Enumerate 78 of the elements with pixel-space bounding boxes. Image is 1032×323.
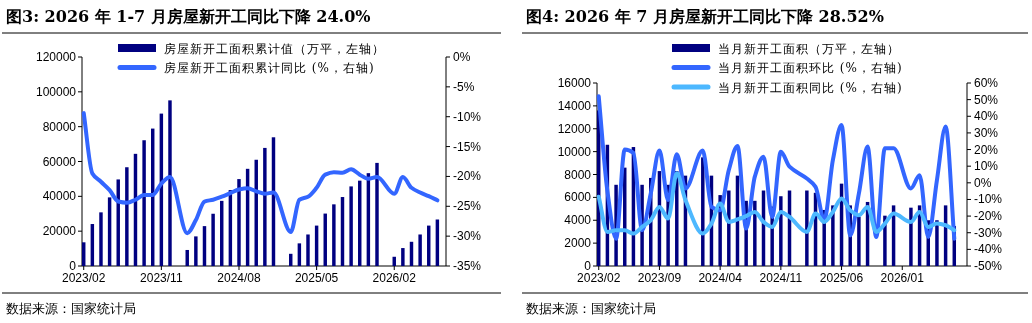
bar [237,179,241,266]
y-tick-label: 60000 [42,154,77,169]
x-tick-label: 2024/04 [698,271,743,285]
x-tick-label: 2025/06 [819,271,864,285]
y2-tick-label: 10% [974,159,999,174]
bar [753,200,757,266]
bar [194,236,198,266]
y-tick-label: 100000 [35,84,77,99]
y-tick-label: 2000 [564,236,592,251]
bar [349,186,353,266]
bar [779,196,783,266]
y2-tick-label: -5% [453,79,475,94]
bar [306,234,310,266]
x-tick-label: 2023/02 [577,271,621,285]
x-tick-label: 2026/02 [372,271,417,285]
bar [701,157,705,266]
y-tick-label: 14000 [557,98,592,113]
y-tick-label: 0 [584,259,592,273]
bar [99,212,103,266]
bar [909,207,913,266]
y2-tick-label: 0% [974,175,992,190]
y2-tick-label: -30% [453,229,482,244]
bar [263,147,267,266]
y2-tick-label: -15% [453,139,482,154]
x-tick-label: 2026/01 [880,271,925,285]
y-tick-label: 0 [69,259,77,273]
legend-label: 当月新开工面积（万平，左轴） [718,41,900,56]
bar [805,190,809,266]
bar [168,100,172,266]
y-tick-label: 6000 [564,190,592,205]
y-tick-label: 20000 [42,224,77,239]
x-tick-label: 2024/08 [217,271,261,285]
y2-tick-label: 40% [974,109,999,124]
y2-tick-label: -40% [974,242,1003,257]
legend-label: 房屋新开工面积累计值（万平，左轴） [164,41,385,56]
y-tick-label: 16000 [557,76,592,90]
x-tick-label: 2023/11 [140,271,183,285]
y-tick-label: 120000 [35,50,77,64]
y2-tick-label: -10% [453,109,482,124]
y-tick-label: 80000 [42,119,77,134]
bar [401,248,405,266]
x-tick-label: 2023/09 [637,271,682,285]
bar [332,204,336,266]
source-note: 数据来源：国家统计局 [526,301,656,316]
x-tick-label: 2024/11 [759,271,803,285]
y2-tick-label: 20% [974,142,999,157]
legend-label: 房屋新开工面积累计同比 (%，右轴) [164,61,375,75]
y2-tick-label: -20% [453,169,482,184]
bar [727,190,731,266]
y-tick-label: 10000 [557,144,592,159]
legend-label: 当月新开工面积同比 (%，右轴) [718,80,903,95]
legend-label: 当月新开工面积环比 (%，右轴) [718,61,903,75]
y2-tick-label: 30% [974,125,999,140]
bar [418,234,422,266]
y2-tick-label: -25% [453,199,482,214]
y2-tick-label: 50% [974,92,999,107]
y2-tick-label: -10% [974,192,1003,207]
y-tick-label: 4000 [564,213,592,228]
bar [125,167,129,266]
x-tick-label: 2023/02 [62,271,106,285]
chart-title: 图3: 2026 年 1-7 月房屋新开工同比下降 24.0% [6,7,371,26]
y-tick-label: 12000 [557,121,592,136]
y2-tick-label: 60% [974,76,999,90]
bar [142,140,146,266]
y2-tick-label: 0% [453,50,471,64]
y2-tick-label: -50% [974,259,1003,273]
y2-tick-label: -30% [974,225,1003,240]
y2-tick-label: -20% [974,209,1003,224]
y-tick-label: 40000 [42,189,77,204]
y-tick-label: 8000 [564,167,592,182]
bar [211,213,215,266]
chart-title: 图4: 2026 年 7 月房屋新开工同比下降 28.52% [526,7,884,26]
x-tick-label: 2025/05 [294,271,339,285]
bar [857,216,861,266]
bar [935,220,939,266]
source-note: 数据来源：国家统计局 [6,301,136,316]
y2-tick-label: -35% [453,259,482,273]
bar [375,162,379,266]
